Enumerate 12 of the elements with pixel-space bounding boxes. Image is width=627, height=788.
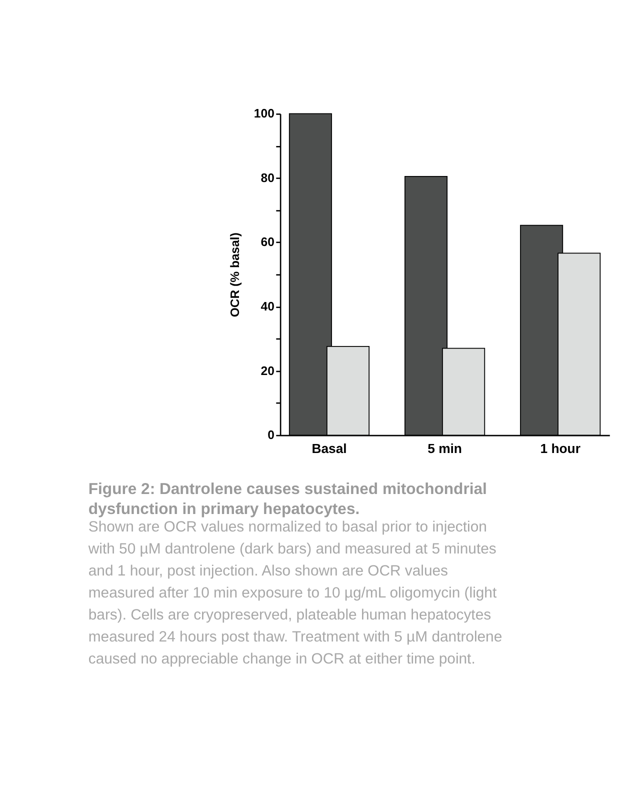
y-tick-label: 60 xyxy=(260,235,275,250)
y-tick-label: 20 xyxy=(260,364,275,378)
y-tick-label: 80 xyxy=(260,170,275,185)
caption: Figure 2: Dantrolene causes sustained mitochondrial dysfunction in primary hepatocytes. xyxy=(88,480,487,518)
y-tick-label: 40 xyxy=(260,300,275,314)
y-tick-label: 0 xyxy=(268,428,275,442)
x-tick-label: 5 min xyxy=(428,441,462,456)
y-tick-label: 100 xyxy=(254,106,275,121)
x-tick-label: Basal xyxy=(312,441,347,456)
x-tick-label: 1 hour xyxy=(540,441,580,456)
y-axis-title: OCR (% basal) xyxy=(228,232,242,318)
text: Shown are OCR values normalized to basal prior to injection with 50 µM dantrolene (dark bars) and measured at 5 minutes and 1 hour, post injection. Also shown are OCR values measured after 10 min exposure to 10 µg/mL oligomycin (light bars). Cells are cryopreserved, plateable human hepatocytes measured 24 hours post thaw. Treatment with 5 µM dantrolene caused no appreciable change in OCR at either time point. xyxy=(87,518,502,668)
